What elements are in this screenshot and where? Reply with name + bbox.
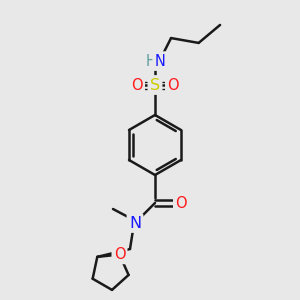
Text: O: O xyxy=(114,247,125,262)
Text: S: S xyxy=(150,77,160,92)
Text: N: N xyxy=(154,53,165,68)
Text: H: H xyxy=(146,53,156,68)
Text: N: N xyxy=(129,215,141,230)
Text: O: O xyxy=(131,77,143,92)
Text: O: O xyxy=(175,196,187,211)
Text: O: O xyxy=(167,77,179,92)
